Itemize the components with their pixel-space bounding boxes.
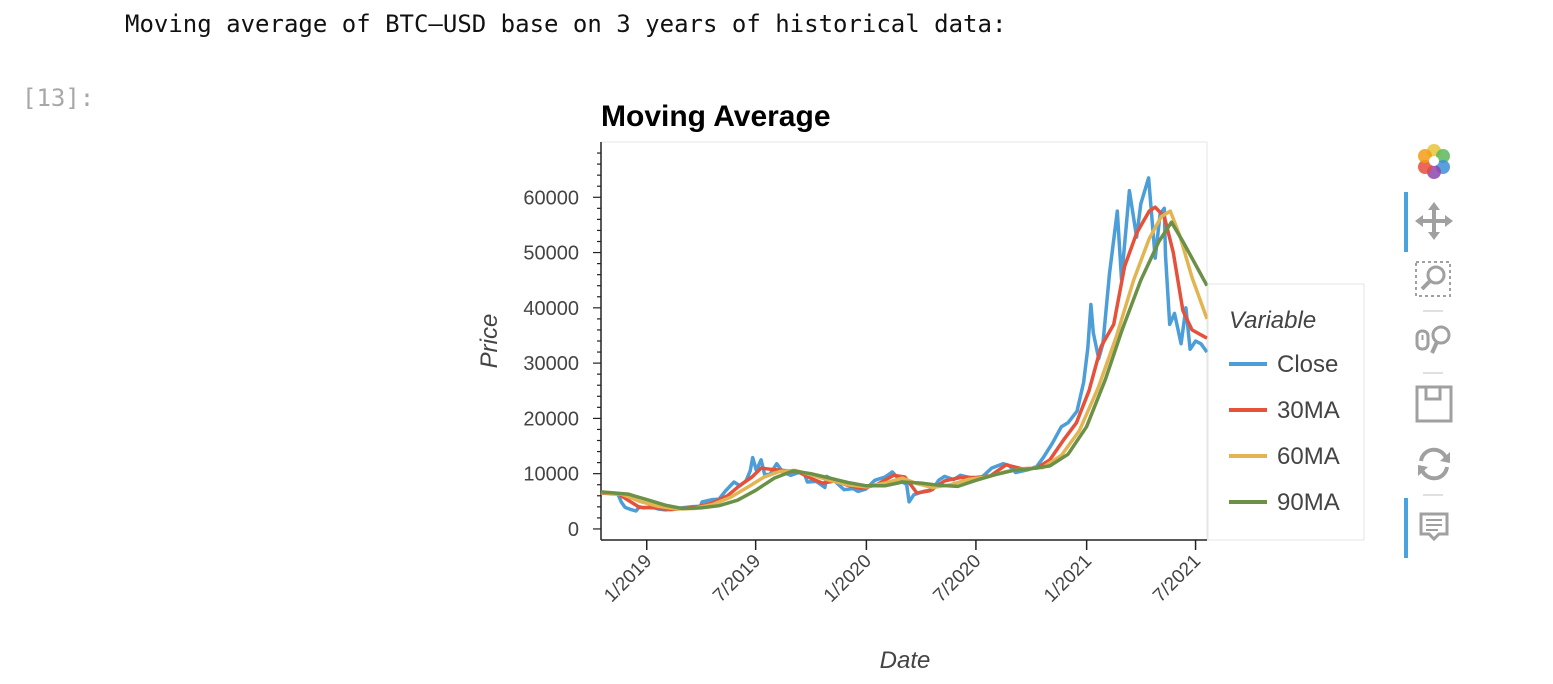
- x-tick-label: 7/2020: [929, 551, 985, 607]
- toolbar-separator: [1423, 372, 1443, 374]
- y-tick-label: 0: [568, 519, 579, 541]
- x-tick-label: 1/2021: [1040, 551, 1096, 607]
- reset-icon[interactable]: [1414, 444, 1454, 484]
- pan-icon[interactable]: [1414, 201, 1454, 241]
- y-tick-label: 50000: [523, 243, 579, 265]
- legend: Variable Close 30MA 60MA 90MA: [1207, 283, 1365, 541]
- toolbar-separator: [1423, 494, 1443, 496]
- legend-item-label: 90MA: [1277, 489, 1340, 516]
- markdown-text: Moving average of BTC–USD base on 3 year…: [125, 10, 1007, 38]
- active-drag-indicator: [1404, 192, 1408, 252]
- y-tick-label: 20000: [523, 408, 579, 430]
- bokeh-logo-icon[interactable]: [1414, 141, 1454, 181]
- series-line-90ma: [600, 220, 1209, 511]
- x-axis-label: Date: [880, 647, 931, 674]
- x-tick-label: 7/2019: [709, 551, 765, 607]
- hover-icon[interactable]: [1414, 507, 1454, 547]
- active-inspect-indicator: [1404, 498, 1408, 558]
- cell-prompt: [13]:: [22, 84, 95, 112]
- toolbar-separator: [1423, 310, 1443, 312]
- box-zoom-icon[interactable]: [1414, 260, 1454, 300]
- series-line-30ma: [600, 205, 1208, 512]
- y-axis: 0 10000 20000 30000 40000 50000 60000: [523, 142, 602, 541]
- chart-title: Moving Average: [601, 100, 831, 133]
- y-tick-label: 10000: [523, 464, 579, 486]
- y-tick-label: 60000: [523, 187, 579, 209]
- x-tick-label: 7/2021: [1149, 551, 1205, 607]
- x-tick-label: 1/2020: [820, 551, 876, 607]
- x-tick-label: 1/2019: [600, 551, 656, 607]
- legend-title: Variable: [1229, 307, 1316, 334]
- series-line-60ma: [600, 209, 1209, 511]
- plot-lines: [600, 176, 1209, 513]
- y-axis-label: Price: [476, 314, 503, 369]
- legend-item-label: 60MA: [1277, 443, 1340, 470]
- save-icon[interactable]: [1414, 384, 1454, 424]
- y-tick-label: 40000: [523, 298, 579, 320]
- legend-item-label: 30MA: [1277, 397, 1340, 424]
- y-tick-label: 30000: [523, 353, 579, 375]
- legend-item-label: Close: [1277, 351, 1338, 378]
- x-axis: 1/2019 7/2019 1/2020 7/2020 1/2021 7/2021: [600, 539, 1207, 607]
- moving-average-chart: Moving Average 0 10000 20000 30000 40000 5000…: [476, 100, 1365, 674]
- wheel-zoom-icon[interactable]: [1414, 321, 1454, 361]
- chart-toolbar: [1400, 138, 1470, 558]
